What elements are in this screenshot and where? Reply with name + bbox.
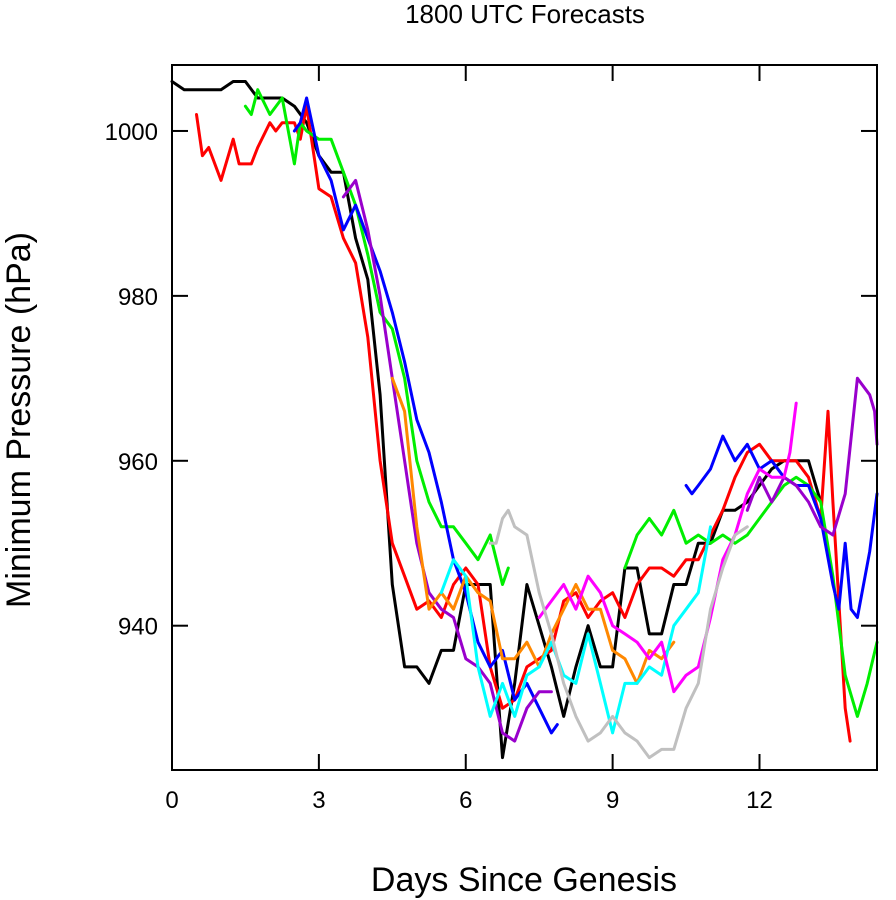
series-line-7 bbox=[341, 178, 553, 743]
y-axis-label: Minimum Pressure (hPa) bbox=[0, 232, 38, 608]
series-layer bbox=[170, 80, 879, 760]
y-tick-label: 980 bbox=[118, 284, 158, 311]
x-tick-label: 12 bbox=[746, 787, 773, 814]
series-line-8 bbox=[745, 376, 879, 537]
series-line-10 bbox=[439, 525, 712, 735]
x-axis-label: Days Since Genesis bbox=[371, 861, 677, 899]
chart-title: 1800 UTC Forecasts bbox=[405, 0, 645, 29]
y-tick-label: 960 bbox=[118, 449, 158, 476]
x-tick-label: 6 bbox=[459, 787, 472, 814]
series-line-3 bbox=[243, 88, 510, 586]
y-tick-label: 940 bbox=[118, 614, 158, 641]
y-tick-label: 1000 bbox=[105, 119, 158, 146]
plot-frame bbox=[171, 64, 878, 771]
x-tick-label: 3 bbox=[312, 787, 325, 814]
series-line-5 bbox=[292, 96, 559, 735]
series-line-9 bbox=[390, 376, 676, 685]
series-line-4 bbox=[623, 475, 879, 718]
series-line-12 bbox=[488, 508, 749, 760]
series-line-1 bbox=[170, 80, 823, 760]
tick-labels: 0 3 6 9 12 940 960 980 1000 bbox=[105, 119, 773, 814]
series-line-11 bbox=[537, 401, 798, 694]
axis-ticks bbox=[171, 65, 877, 770]
x-tick-label: 9 bbox=[606, 787, 619, 814]
x-tick-label: 0 bbox=[165, 787, 178, 814]
